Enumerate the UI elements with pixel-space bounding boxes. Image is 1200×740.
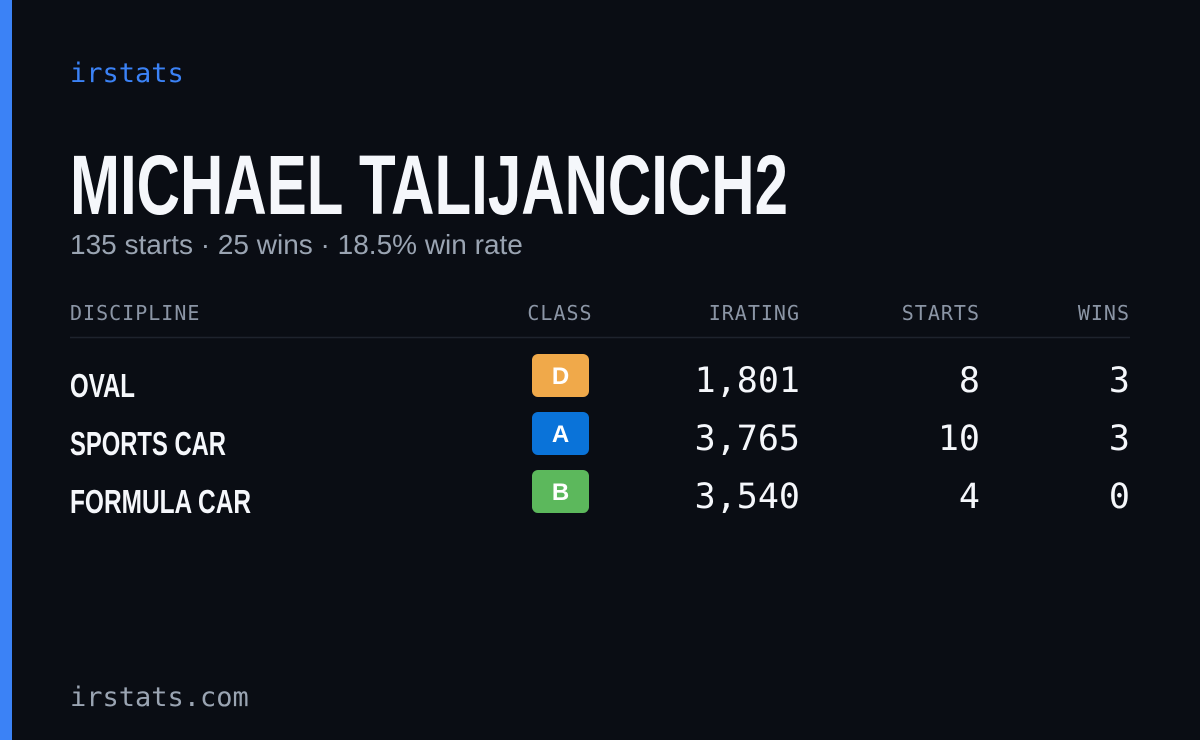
discipline: SPORTS CAR bbox=[70, 425, 226, 462]
class-letter: D bbox=[552, 363, 569, 390]
irating: 1,801 bbox=[695, 361, 800, 401]
column-header: STARTS bbox=[902, 301, 980, 325]
irating: 3,540 bbox=[695, 477, 800, 517]
class-badge bbox=[532, 470, 589, 513]
column-header: IRATING bbox=[709, 301, 800, 325]
starts: 4 bbox=[959, 477, 980, 517]
discipline: FORMULA CAR bbox=[70, 483, 251, 520]
summary: 135 starts · 25 wins · 18.5% win rate bbox=[70, 229, 523, 260]
column-header: DISCIPLINE bbox=[70, 301, 200, 325]
starts: 10 bbox=[938, 419, 980, 459]
column-header: CLASS bbox=[527, 301, 592, 325]
class-badge bbox=[532, 354, 589, 397]
discipline: OVAL bbox=[70, 367, 135, 404]
player-name: MICHAEL TALIJANCICH2 bbox=[70, 138, 788, 232]
column-header: WINS bbox=[1078, 301, 1130, 325]
irating: 3,765 bbox=[695, 419, 800, 459]
wins: 3 bbox=[1109, 361, 1130, 401]
wins: 3 bbox=[1109, 419, 1130, 459]
class-letter: B bbox=[552, 479, 569, 506]
wins: 0 bbox=[1109, 477, 1130, 517]
brand: irstats bbox=[70, 58, 184, 89]
footer-url: irstats.com bbox=[70, 682, 249, 713]
class-badge bbox=[532, 412, 589, 455]
accent-bar bbox=[0, 0, 12, 740]
class-letter: A bbox=[552, 421, 569, 448]
starts: 8 bbox=[959, 361, 980, 401]
